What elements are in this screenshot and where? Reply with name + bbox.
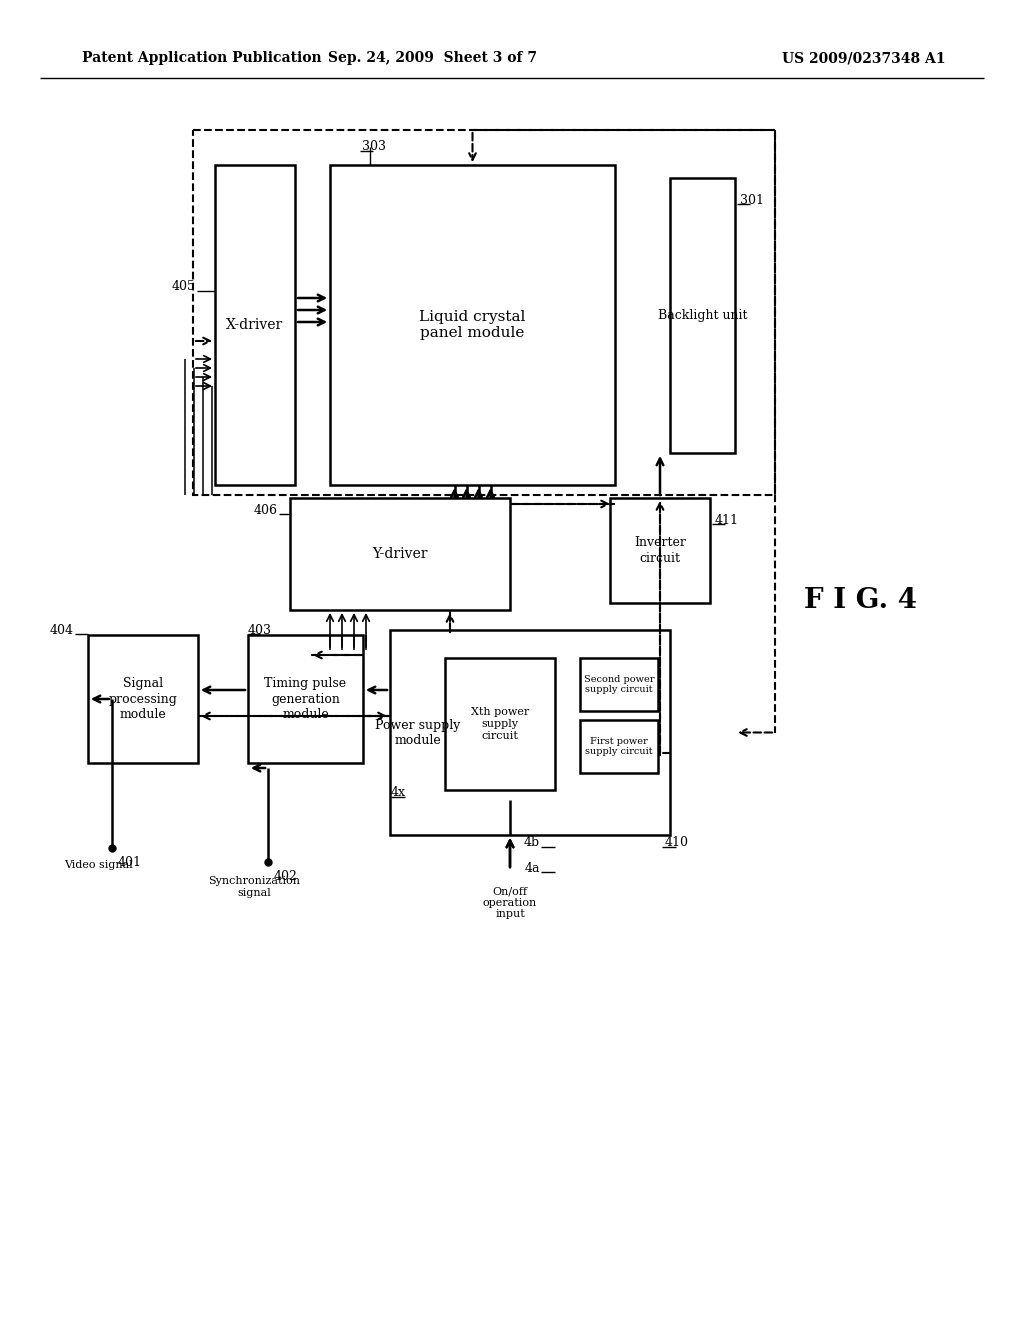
Text: Second power
supply circuit: Second power supply circuit (584, 675, 654, 694)
Text: On/off
operation
input: On/off operation input (483, 886, 538, 919)
Text: 4a: 4a (524, 862, 540, 874)
Text: 403: 403 (248, 623, 272, 636)
Bar (88, 635, 198, 763)
Text: 4b: 4b (524, 837, 540, 850)
Text: Synchronization
signal: Synchronization signal (208, 876, 300, 898)
Text: Backlight unit: Backlight unit (657, 309, 748, 322)
Text: Patent Application Publication: Patent Application Publication (82, 51, 322, 65)
Text: Xth power
supply
circuit: Xth power supply circuit (471, 708, 529, 741)
Text: 4x: 4x (391, 787, 406, 800)
Bar (580, 657, 658, 711)
Text: 411: 411 (715, 513, 739, 527)
Bar (390, 630, 670, 836)
Bar (445, 657, 555, 789)
Bar (580, 719, 658, 774)
Bar (290, 498, 510, 610)
Text: 301: 301 (740, 194, 764, 206)
Text: First power
supply circuit: First power supply circuit (585, 737, 653, 756)
Text: 406: 406 (254, 503, 278, 516)
Text: 410: 410 (665, 837, 689, 850)
Text: Sep. 24, 2009  Sheet 3 of 7: Sep. 24, 2009 Sheet 3 of 7 (328, 51, 537, 65)
Text: 402: 402 (274, 870, 298, 883)
Text: Y-driver: Y-driver (373, 546, 428, 561)
Bar (330, 165, 615, 484)
Text: Signal
processing
module: Signal processing module (109, 677, 177, 721)
Text: Video signal: Video signal (63, 861, 132, 870)
Bar (248, 635, 362, 763)
Bar (670, 178, 735, 453)
Text: US 2009/0237348 A1: US 2009/0237348 A1 (781, 51, 945, 65)
Text: 303: 303 (362, 140, 386, 153)
Text: 405: 405 (172, 281, 196, 293)
Text: Power supply
module: Power supply module (376, 718, 461, 747)
Bar (193, 129, 775, 495)
Text: F I G. 4: F I G. 4 (804, 586, 916, 614)
Text: 401: 401 (118, 855, 142, 869)
Text: 404: 404 (50, 623, 74, 636)
Text: X-driver: X-driver (226, 318, 284, 333)
Bar (215, 165, 295, 484)
Text: Liquid crystal
panel module: Liquid crystal panel module (419, 310, 525, 341)
Text: Timing pulse
generation
module: Timing pulse generation module (264, 677, 346, 721)
Text: Inverter
circuit: Inverter circuit (634, 536, 686, 565)
Bar (610, 498, 710, 603)
